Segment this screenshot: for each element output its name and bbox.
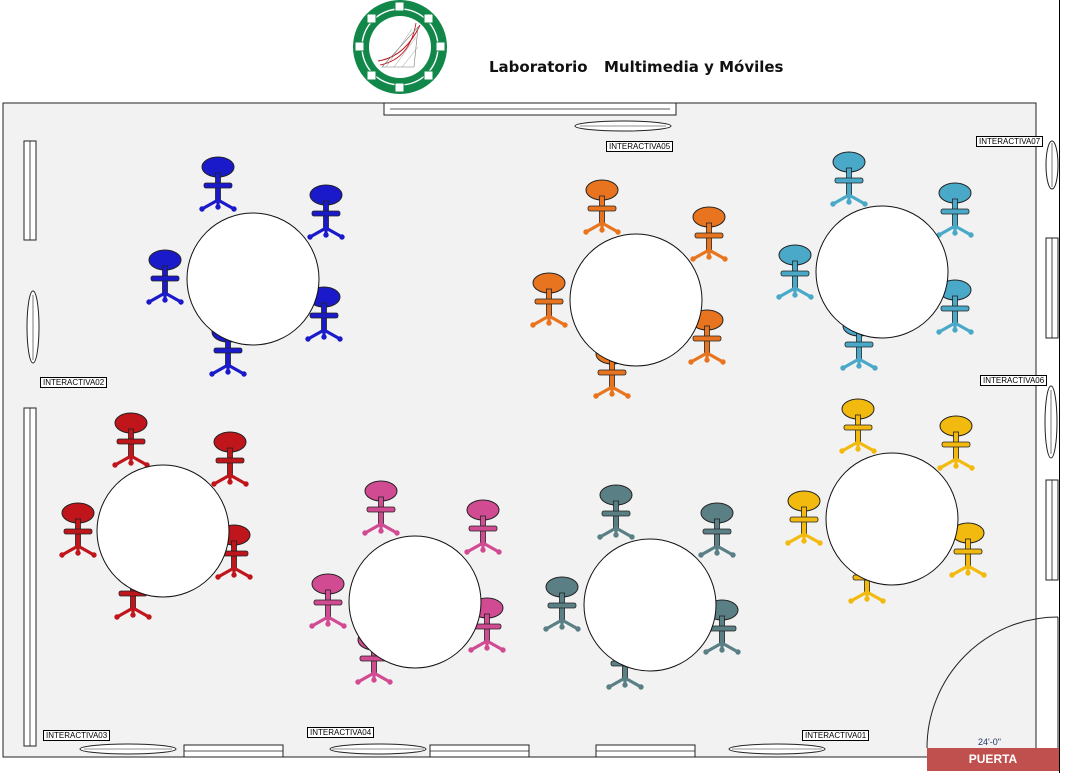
interactive-board-03: [79, 743, 177, 755]
top-window: [383, 102, 677, 116]
interactive-board-04: [329, 743, 427, 755]
round-table: [96, 464, 230, 598]
round-table: [186, 212, 320, 346]
interactive-board-01: [728, 743, 826, 755]
round-table: [815, 205, 949, 339]
table-slate: [542, 483, 742, 691]
left-window-top: [23, 140, 37, 241]
bottom-window-2: [429, 744, 530, 758]
right-window-top: [1045, 237, 1059, 339]
label-interactiva02: INTERACTIVA02: [40, 377, 108, 388]
title-laboratorio: Laboratorio: [489, 58, 588, 76]
table-orange: [529, 178, 729, 400]
door-label-puerta: PUERTA: [927, 748, 1059, 771]
door-swing: [926, 616, 1059, 749]
label-interactiva05: INTERACTIVA05: [606, 141, 674, 152]
right-window-bottom: [1045, 479, 1059, 581]
title-multimedia-moviles: Multimedia y Móviles: [604, 58, 784, 76]
interactive-board-05: [574, 120, 672, 132]
door-dimension: 24'-0": [978, 737, 1001, 747]
label-interactiva04: INTERACTIVA04: [307, 727, 375, 738]
round-table: [825, 452, 959, 586]
interactive-board-02: [26, 290, 40, 364]
round-table: [583, 538, 717, 672]
page-right-border: [1059, 0, 1060, 773]
bottom-window-1: [183, 744, 284, 758]
table-pink: [308, 479, 507, 686]
label-interactiva06: INTERACTIVA06: [980, 375, 1048, 386]
left-window-bottom: [23, 407, 37, 747]
table-blue: [145, 155, 346, 378]
bottom-window-3: [595, 744, 696, 758]
round-table: [348, 535, 482, 669]
round-table: [569, 233, 703, 367]
table-red: [58, 411, 254, 621]
network-globe-logo-icon: [353, 0, 447, 94]
label-interactiva03: INTERACTIVA03: [43, 730, 111, 741]
table-cyan: [775, 150, 975, 372]
table-yellow: [784, 397, 988, 605]
interactive-board-06: [1044, 385, 1058, 459]
tables-layer: [58, 150, 988, 691]
label-interactiva01: INTERACTIVA01: [802, 730, 870, 741]
label-interactiva07: INTERACTIVA07: [976, 136, 1044, 147]
room-floor: [2, 102, 1037, 758]
interactive-board-07: [1045, 140, 1059, 190]
